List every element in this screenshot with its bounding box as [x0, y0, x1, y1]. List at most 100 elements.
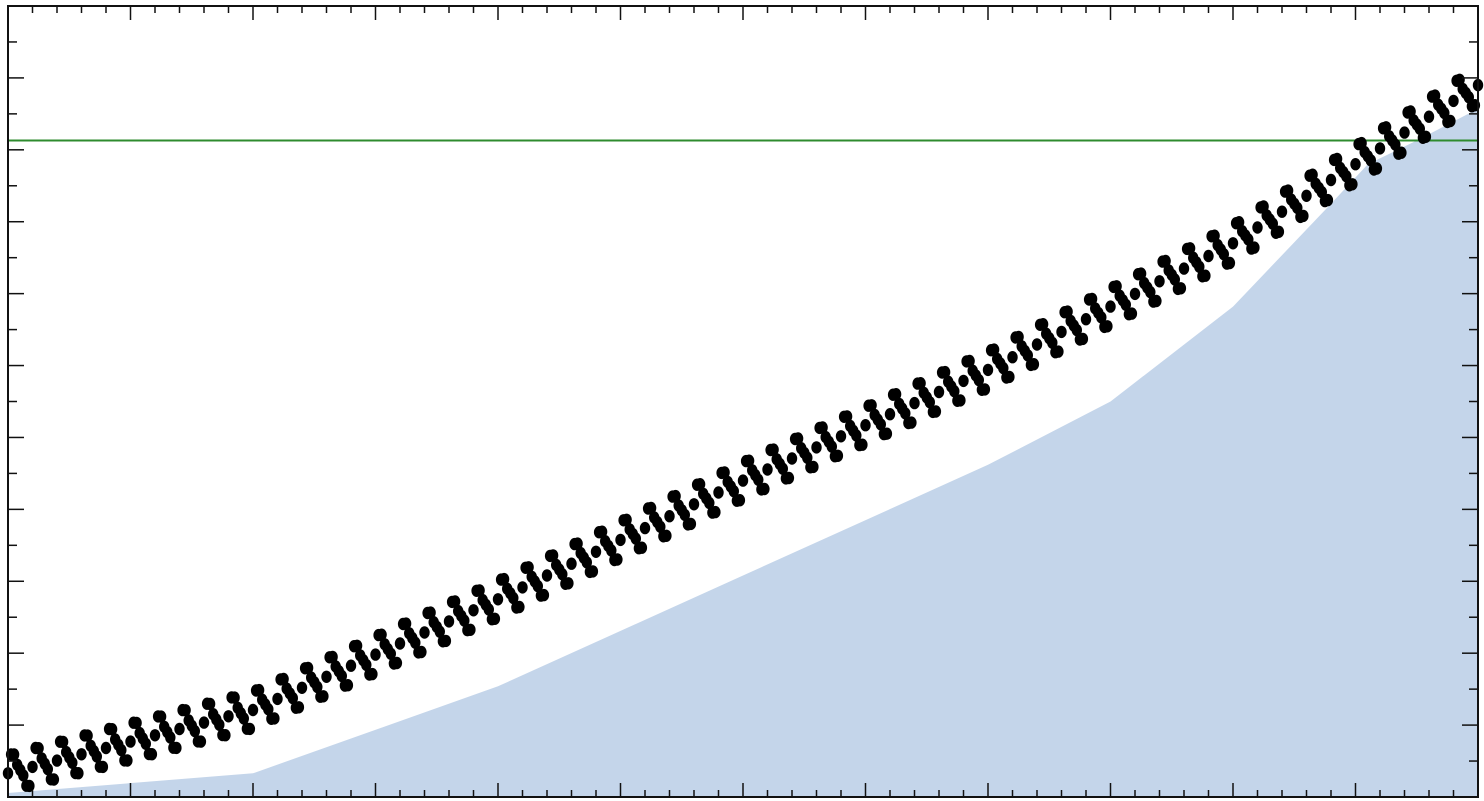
data-point: [857, 438, 868, 451]
data-point: [759, 482, 770, 496]
data-point: [73, 767, 84, 780]
data-point: [630, 532, 641, 545]
data-point: [18, 769, 29, 782]
data-point: [293, 701, 305, 714]
data-point: [189, 724, 200, 738]
data-point: [737, 474, 749, 487]
data-point: [165, 731, 176, 744]
data-point: [517, 581, 528, 594]
data-point: [988, 343, 1000, 356]
data-point: [489, 612, 501, 625]
data-point: [391, 656, 403, 670]
data-point: [1120, 298, 1132, 311]
data-point: [419, 626, 430, 639]
data-point: [679, 508, 690, 522]
data-point: [958, 374, 969, 388]
data-point: [443, 615, 455, 628]
data-point: [1160, 254, 1171, 268]
data-point: [979, 383, 991, 396]
data-point: [606, 544, 617, 557]
data-point: [621, 513, 632, 526]
data-point: [587, 565, 599, 578]
data-point: [106, 723, 118, 736]
data-point: [1396, 146, 1407, 159]
data-point: [91, 750, 103, 763]
data-point: [581, 556, 592, 569]
data-point: [783, 471, 795, 485]
data-point: [615, 533, 626, 547]
data-point: [400, 617, 412, 630]
data-point: [140, 737, 151, 750]
data-point: [532, 579, 543, 593]
data-point: [1111, 280, 1122, 293]
data-point: [1371, 162, 1383, 175]
data-point: [342, 679, 354, 692]
data-point: [100, 741, 112, 755]
data-point: [694, 478, 706, 491]
data-point: [351, 639, 363, 652]
data-point: [1227, 237, 1239, 250]
data-point: [171, 741, 182, 755]
data-point: [939, 365, 951, 379]
data-point: [474, 584, 485, 597]
data-point: [1135, 267, 1147, 280]
data-point: [82, 729, 93, 742]
data-point: [612, 553, 623, 566]
data-point: [1218, 248, 1230, 261]
data-point: [345, 659, 357, 672]
data-point: [238, 712, 249, 725]
data-point: [1105, 300, 1116, 313]
data-point: [131, 716, 142, 730]
data-point: [492, 593, 504, 606]
data-point: [1077, 332, 1089, 346]
data-point: [1007, 351, 1018, 364]
data-point: [566, 557, 577, 570]
data-point: [1203, 249, 1214, 263]
data-point: [930, 405, 942, 418]
data-point: [1028, 358, 1040, 371]
data-point: [753, 473, 764, 486]
data-point: [688, 498, 700, 511]
data-point: [811, 441, 822, 454]
data-point: [704, 496, 715, 510]
data-point: [743, 454, 755, 467]
data-point: [835, 430, 847, 443]
data-point: [1102, 320, 1113, 333]
data-point: [327, 650, 338, 664]
data-point: [1420, 130, 1432, 143]
data-point: [195, 735, 207, 748]
data-point: [1224, 256, 1236, 270]
data-point: [1175, 282, 1187, 295]
data-point: [425, 606, 436, 619]
data-point: [915, 377, 926, 390]
data-point: [483, 603, 494, 616]
data-point: [596, 525, 608, 538]
data-point: [376, 628, 387, 641]
data-point: [884, 408, 896, 421]
data-point: [832, 449, 844, 462]
data-point: [48, 773, 60, 786]
data-point: [572, 537, 583, 550]
data-point: [1129, 287, 1141, 301]
data-point: [639, 521, 651, 535]
data-point: [57, 735, 69, 749]
data-point: [318, 690, 329, 703]
data-point: [204, 697, 216, 711]
data-point: [253, 683, 265, 697]
data-point: [449, 595, 461, 608]
data-point: [1445, 114, 1456, 128]
data-point: [361, 658, 372, 672]
plot-frame: [7, 5, 1479, 798]
data-point: [1276, 205, 1288, 218]
data-point: [1374, 142, 1386, 155]
data-point: [1053, 345, 1064, 358]
data-point: [557, 568, 568, 581]
data-point: [1325, 173, 1337, 187]
data-point: [802, 451, 813, 464]
data-point: [1062, 305, 1073, 318]
data-point: [508, 591, 519, 605]
data-point: [762, 463, 773, 476]
data-point: [465, 623, 476, 636]
data-point: [1249, 241, 1260, 254]
